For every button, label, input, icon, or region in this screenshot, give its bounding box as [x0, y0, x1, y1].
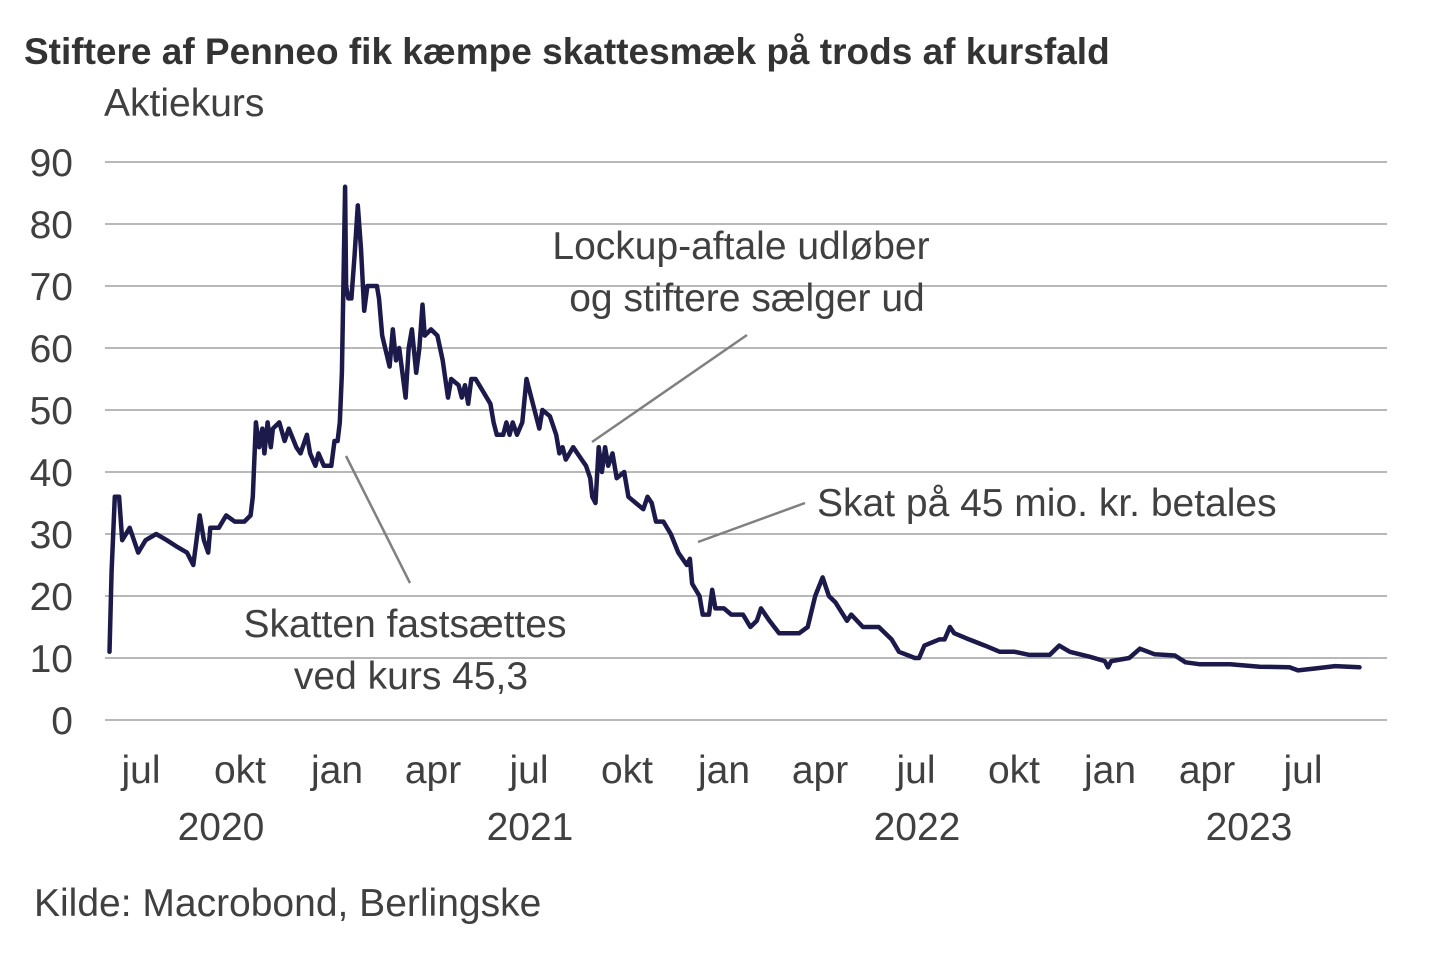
x-tick-labels: jul okt jan apr jul okt jan apr jul okt jan apr jul2… [120, 749, 1322, 849]
annotation-tax-set: Skatten fastsættes ved kurs 45,3 [244, 455, 567, 698]
chart-title: Stiftere af Penneo fik kæmpe skattesmæk … [24, 31, 1110, 72]
x-tick-label-month: jan [1083, 749, 1136, 792]
x-tick-label-month: okt [214, 749, 266, 792]
annotation-leader-line [344, 455, 412, 584]
x-tick-label-month: jul [1282, 749, 1322, 792]
x-tick-label-month: apr [405, 749, 461, 792]
x-tick-label-year: 2023 [1206, 806, 1293, 849]
y-tick-label: 50 [30, 390, 73, 433]
x-tick-label-month: okt [988, 749, 1040, 792]
annotation-text: Skatten fastsættes [244, 603, 567, 646]
y-tick-label: 10 [30, 638, 73, 681]
x-tick-label-year: 2021 [487, 806, 574, 849]
x-tick-label-year: 2022 [874, 806, 961, 849]
annotation-leader-line [697, 501, 806, 544]
source-note: Kilde: Macrobond, Berlingske [34, 882, 541, 925]
annotation-text: Lockup-aftale udløber [552, 225, 929, 268]
y-tick-label: 0 [51, 700, 73, 743]
x-tick-label-month: jul [508, 749, 548, 792]
x-tick-label-month: jul [895, 749, 935, 792]
y-tick-label: 30 [30, 514, 73, 557]
annotation-leader-line [591, 333, 748, 444]
y-tick-label: 40 [30, 452, 73, 495]
x-tick-label-month: okt [601, 749, 653, 792]
annotation-text: Skat på 45 mio. kr. betales [817, 482, 1277, 525]
annotation-text: og stiftere sælger ud [569, 277, 925, 320]
gridlines [105, 161, 1387, 721]
x-tick-label-month: jan [697, 749, 750, 792]
y-tick-label: 80 [30, 204, 73, 247]
annotation-lockup: Lockup-aftale udløber og stiftere sælger… [552, 225, 930, 444]
y-tick-label: 20 [30, 576, 73, 619]
y-tick-label: 60 [30, 328, 73, 371]
x-tick-label-month: jul [120, 749, 160, 792]
x-tick-label-year: 2020 [178, 806, 265, 849]
annotation-tax-paid: Skat på 45 mio. kr. betales [697, 482, 1277, 544]
x-tick-label-month: jan [310, 749, 363, 792]
y-tick-labels: 0 10 20 30 40 50 60 70 80 90 [30, 142, 73, 743]
y-tick-label: 90 [30, 142, 73, 185]
series-line-stock-price [107, 184, 1362, 673]
x-tick-label-month: apr [1179, 749, 1235, 792]
x-tick-label-month: apr [792, 749, 848, 792]
y-tick-label: 70 [30, 266, 73, 309]
annotation-text: ved kurs 45,3 [294, 655, 528, 698]
y-axis-label: Aktiekurs [104, 82, 264, 125]
